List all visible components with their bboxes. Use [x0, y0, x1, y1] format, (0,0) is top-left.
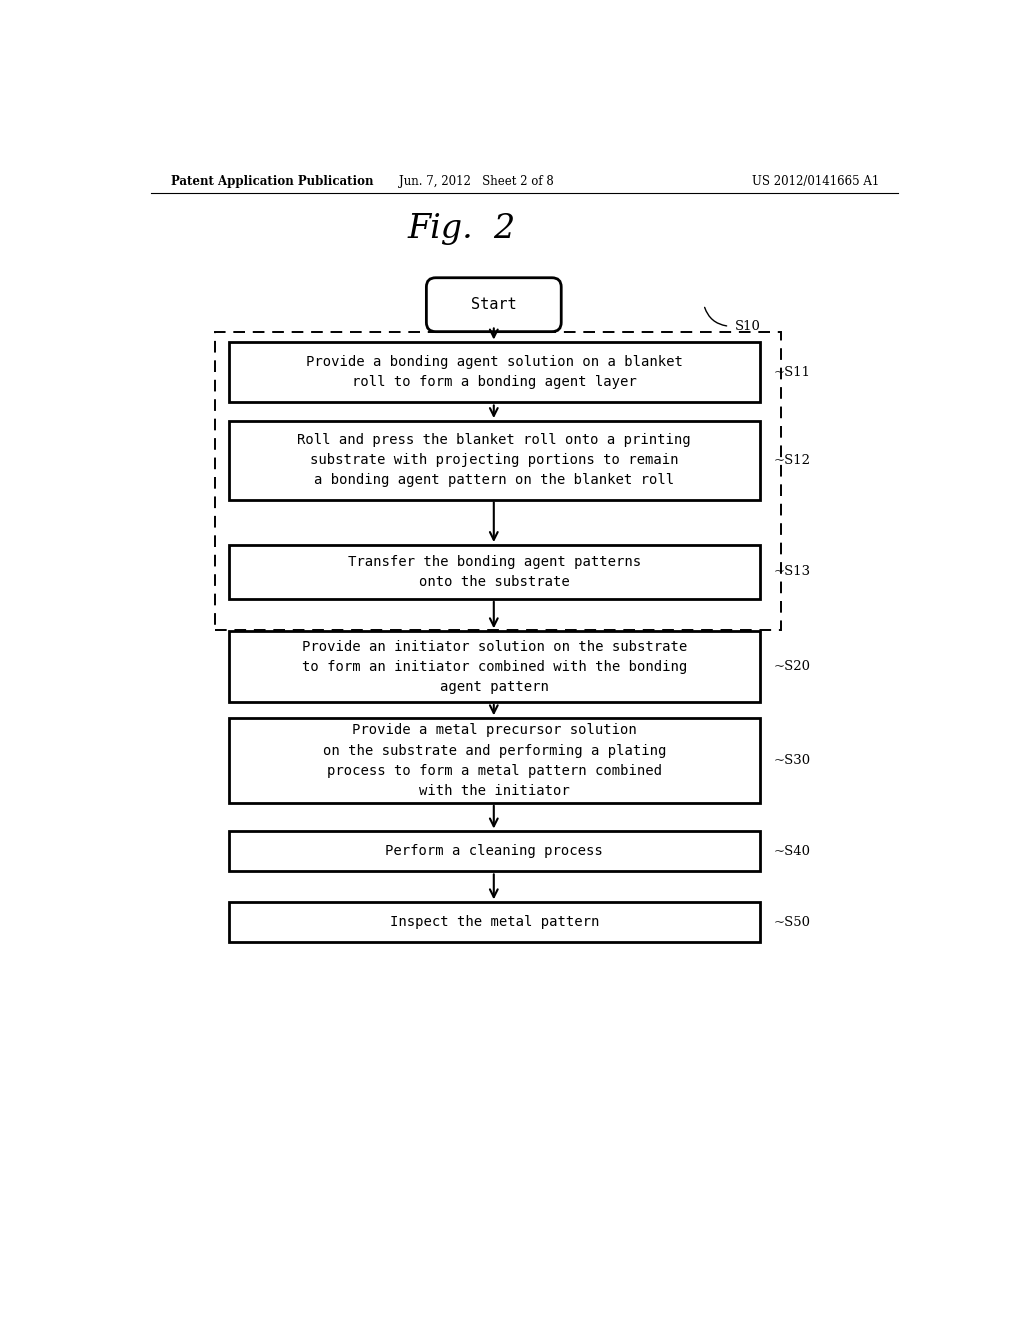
Bar	[228, 545, 760, 599]
Text: ~S20: ~S20	[773, 660, 811, 673]
Bar	[228, 718, 760, 803]
Text: Provide a metal precursor solution
on the substrate and performing a plating
pro: Provide a metal precursor solution on th…	[323, 723, 666, 797]
Text: ~S13: ~S13	[773, 565, 811, 578]
Text: Perform a cleaning process: Perform a cleaning process	[385, 845, 603, 858]
Text: ~S11: ~S11	[773, 366, 811, 379]
Bar	[215, 331, 780, 630]
Text: Provide a bonding agent solution on a blanket
roll to form a bonding agent layer: Provide a bonding agent solution on a bl…	[306, 355, 683, 389]
Text: Inspect the metal pattern: Inspect the metal pattern	[389, 915, 599, 929]
Text: Start: Start	[471, 297, 517, 313]
Bar	[228, 832, 760, 871]
Bar	[228, 903, 760, 942]
Text: ~S40: ~S40	[773, 845, 811, 858]
Bar	[228, 631, 760, 702]
Text: Transfer the bonding agent patterns
onto the substrate: Transfer the bonding agent patterns onto…	[347, 554, 641, 589]
Text: ~S30: ~S30	[773, 754, 811, 767]
Text: S10: S10	[735, 319, 761, 333]
Text: ~S50: ~S50	[773, 916, 811, 929]
Text: US 2012/0141665 A1: US 2012/0141665 A1	[753, 176, 880, 187]
Text: Jun. 7, 2012   Sheet 2 of 8: Jun. 7, 2012 Sheet 2 of 8	[399, 176, 554, 187]
Text: ~S12: ~S12	[773, 454, 811, 467]
Text: Provide an initiator solution on the substrate
to form an initiator combined wit: Provide an initiator solution on the sub…	[301, 640, 687, 693]
Text: Roll and press the blanket roll onto a printing
substrate with projecting portio: Roll and press the blanket roll onto a p…	[297, 433, 691, 487]
Bar	[228, 342, 760, 403]
FancyBboxPatch shape	[426, 277, 561, 331]
Text: Fig.  2: Fig. 2	[408, 214, 515, 246]
Text: Patent Application Publication: Patent Application Publication	[171, 176, 373, 187]
Bar	[228, 421, 760, 499]
